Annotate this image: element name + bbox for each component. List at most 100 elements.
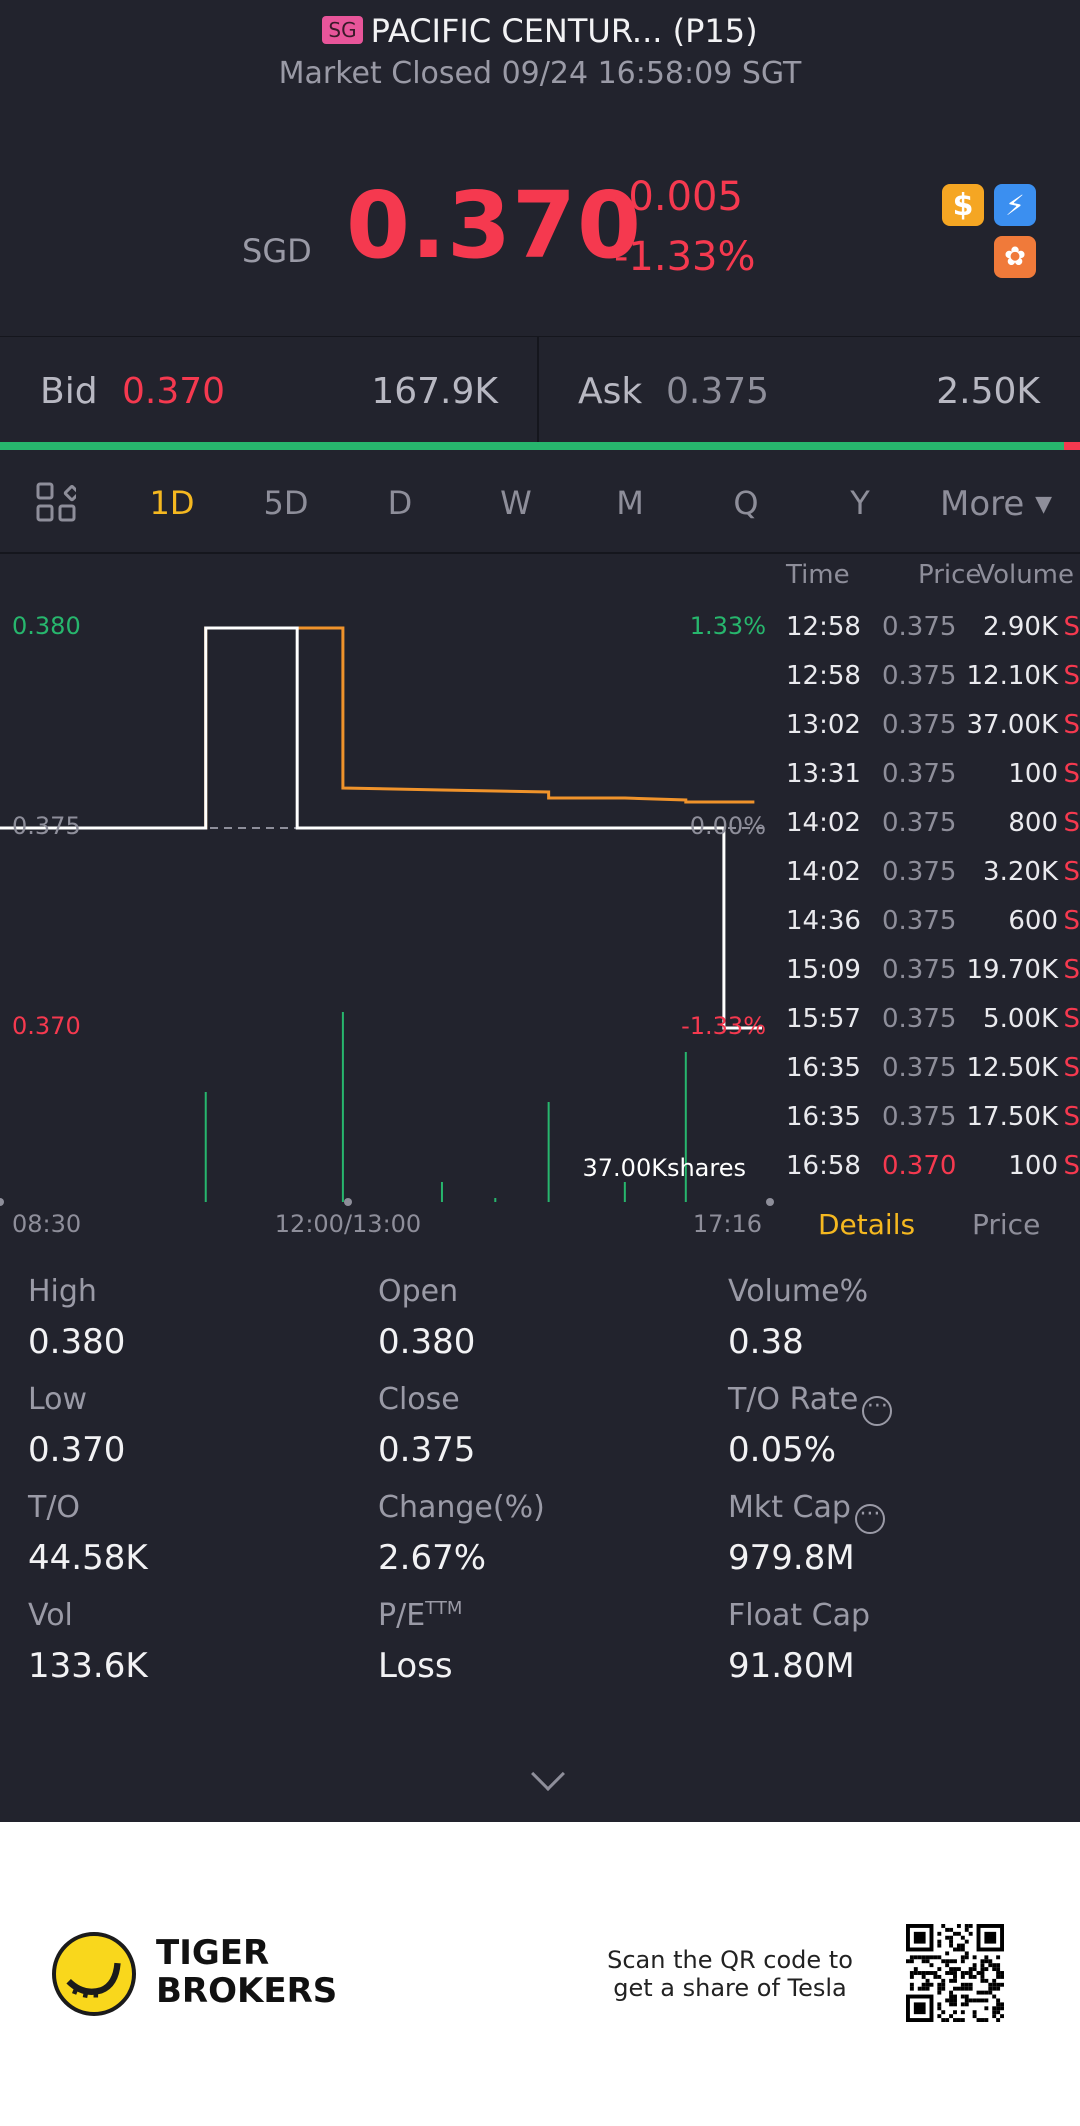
tiger-logo-icon (52, 1932, 136, 2016)
tick-row: 15:09 0.375 19.70K S (786, 955, 1080, 1004)
tick-side: S (1063, 612, 1080, 642)
stat-torate-label[interactable]: T/O Rate ··· (728, 1382, 893, 1426)
lightning-icon[interactable]: ⚡ (994, 184, 1036, 226)
ticks-header-volume: Volume (977, 560, 1074, 590)
stat-to-label: T/O (28, 1490, 81, 1525)
tick-time: 14:36 (786, 906, 861, 936)
tick-time: 16:58 (786, 1151, 861, 1181)
tick-price: 0.375 (882, 808, 957, 838)
tick-row: 13:31 0.375 100 S (786, 759, 1080, 808)
stat-low: 0.370 (28, 1430, 126, 1470)
chart-grid (0, 827, 774, 1206)
intraday-chart[interactable]: 0.380 0.375 0.370 1.33% 0.00% -1.33% 37.… (0, 556, 780, 1256)
tick-volume: 5.00K (983, 1004, 1058, 1034)
tick-price: 0.375 (882, 661, 957, 691)
bid-ask-bar[interactable]: Bid 0.370 167.9K Ask 0.375 2.50K (0, 336, 1080, 443)
tick-price: 0.375 (882, 710, 957, 740)
mktcap-label-text: Mkt Cap (728, 1490, 851, 1525)
orange-badge-icon[interactable]: ✿ (994, 236, 1036, 278)
stat-to: 44.58K (28, 1538, 148, 1578)
tab-details[interactable]: Details (818, 1208, 916, 1241)
tick-side: S (1063, 906, 1080, 936)
grid-icon[interactable] (36, 482, 76, 522)
expand-chevron-icon[interactable] (531, 1757, 565, 1791)
tick-side: S (1063, 1151, 1080, 1181)
y-right-label-mid: 0.00% (690, 812, 766, 840)
bid-price: 0.370 (122, 371, 226, 412)
qr-code-icon[interactable] (906, 1924, 1004, 2022)
tab-q[interactable]: Q (733, 484, 759, 522)
tab-more[interactable]: More ▼ (940, 484, 1052, 524)
stat-open: 0.380 (378, 1322, 476, 1362)
y-right-label-low: -1.33% (681, 1012, 766, 1040)
last-price: 0.370 (346, 172, 643, 279)
tick-row: 13:02 0.375 37.00K S (786, 710, 1080, 759)
bid-size: 167.9K (371, 371, 498, 412)
tick-side: S (1063, 759, 1080, 789)
tick-time: 16:35 (786, 1102, 861, 1132)
tick-time: 13:31 (786, 759, 861, 789)
tab-w[interactable]: W (500, 484, 532, 522)
volume-label: 37.00Kshares (583, 1154, 746, 1182)
tick-time: 14:02 (786, 857, 861, 887)
chevron-down-icon: ▼ (1035, 492, 1053, 517)
currency-label: SGD (242, 232, 312, 270)
tick-volume: 19.70K (966, 955, 1058, 985)
tick-row: 12:58 0.375 2.90K S (786, 612, 1080, 661)
stat-volpct-label: Volume% (728, 1274, 869, 1309)
more-label: More (940, 484, 1025, 524)
tab-1d[interactable]: 1D (149, 484, 195, 522)
tick-volume: 800 (1008, 808, 1058, 838)
qr-caption-line-2: get a share of Tesla (613, 1974, 847, 2002)
pe-sup: TTM (425, 1598, 463, 1619)
ticks-header-time: Time (786, 560, 850, 590)
tick-row: 12:58 0.375 12.10K S (786, 661, 1080, 710)
brand-line-1: TIGER (156, 1933, 270, 1973)
tick-volume: 12.50K (966, 1053, 1058, 1083)
x-label-open: 08:30 (12, 1210, 81, 1238)
tick-price: 0.375 (882, 857, 957, 887)
price-change: -0.005 (614, 174, 743, 220)
tick-row: 14:02 0.375 800 S (786, 808, 1080, 857)
tick-price: 0.375 (882, 612, 957, 642)
pe-label-text: P/E (378, 1598, 426, 1633)
average-price-line (0, 626, 755, 830)
y-label-mid: 0.375 (12, 812, 81, 840)
stat-low-label: Low (28, 1382, 88, 1417)
dollar-icon[interactable]: $ (942, 184, 984, 226)
tick-side: S (1063, 857, 1080, 887)
ask-ratio-bar (1063, 442, 1080, 450)
stat-floatcap: 91.80M (728, 1646, 855, 1686)
qr-caption-line-1: Scan the QR code to (607, 1946, 853, 1974)
x-axis-dot (0, 1198, 4, 1206)
tab-m[interactable]: M (616, 484, 644, 522)
time-and-sales-list[interactable]: 12:58 0.375 2.90K S 12:58 0.375 12.10K S 13:02 0.… (786, 612, 1080, 1200)
tab-5d[interactable]: 5D (263, 484, 309, 522)
stat-close-label: Close (378, 1382, 460, 1417)
more-info-icon[interactable]: ··· (862, 1396, 893, 1426)
more-info-icon[interactable]: ··· (854, 1504, 885, 1534)
tick-time: 14:02 (786, 808, 861, 838)
tick-volume: 100 (1008, 1151, 1058, 1181)
tick-side: S (1063, 1102, 1080, 1132)
ask-label: Ask (578, 371, 643, 412)
tick-row: 16:35 0.375 12.50K S (786, 1053, 1080, 1102)
tick-volume: 3.20K (983, 857, 1058, 887)
torate-label-text: T/O Rate (728, 1382, 859, 1417)
tick-price: 0.370 (882, 1151, 957, 1181)
tab-price[interactable]: Price (972, 1208, 1041, 1241)
tick-time: 16:35 (786, 1053, 861, 1083)
stock-title: PACIFIC CENTUR... (P15) (370, 12, 758, 50)
ask-price: 0.375 (666, 371, 770, 412)
tick-side: S (1063, 710, 1080, 740)
tick-volume: 2.90K (983, 612, 1058, 642)
x-axis-dot (766, 1198, 774, 1206)
tab-d[interactable]: D (387, 484, 413, 522)
stat-pe: Loss (378, 1646, 453, 1686)
tab-y[interactable]: Y (850, 484, 870, 522)
tick-time: 13:02 (786, 710, 861, 740)
x-label-lunch: 12:00/13:00 (275, 1210, 421, 1238)
stat-mktcap-label[interactable]: Mkt Cap ··· (728, 1490, 885, 1534)
stock-title-row[interactable]: SG PACIFIC CENTUR... (P15) (0, 12, 1080, 50)
tick-price: 0.375 (882, 1004, 957, 1034)
